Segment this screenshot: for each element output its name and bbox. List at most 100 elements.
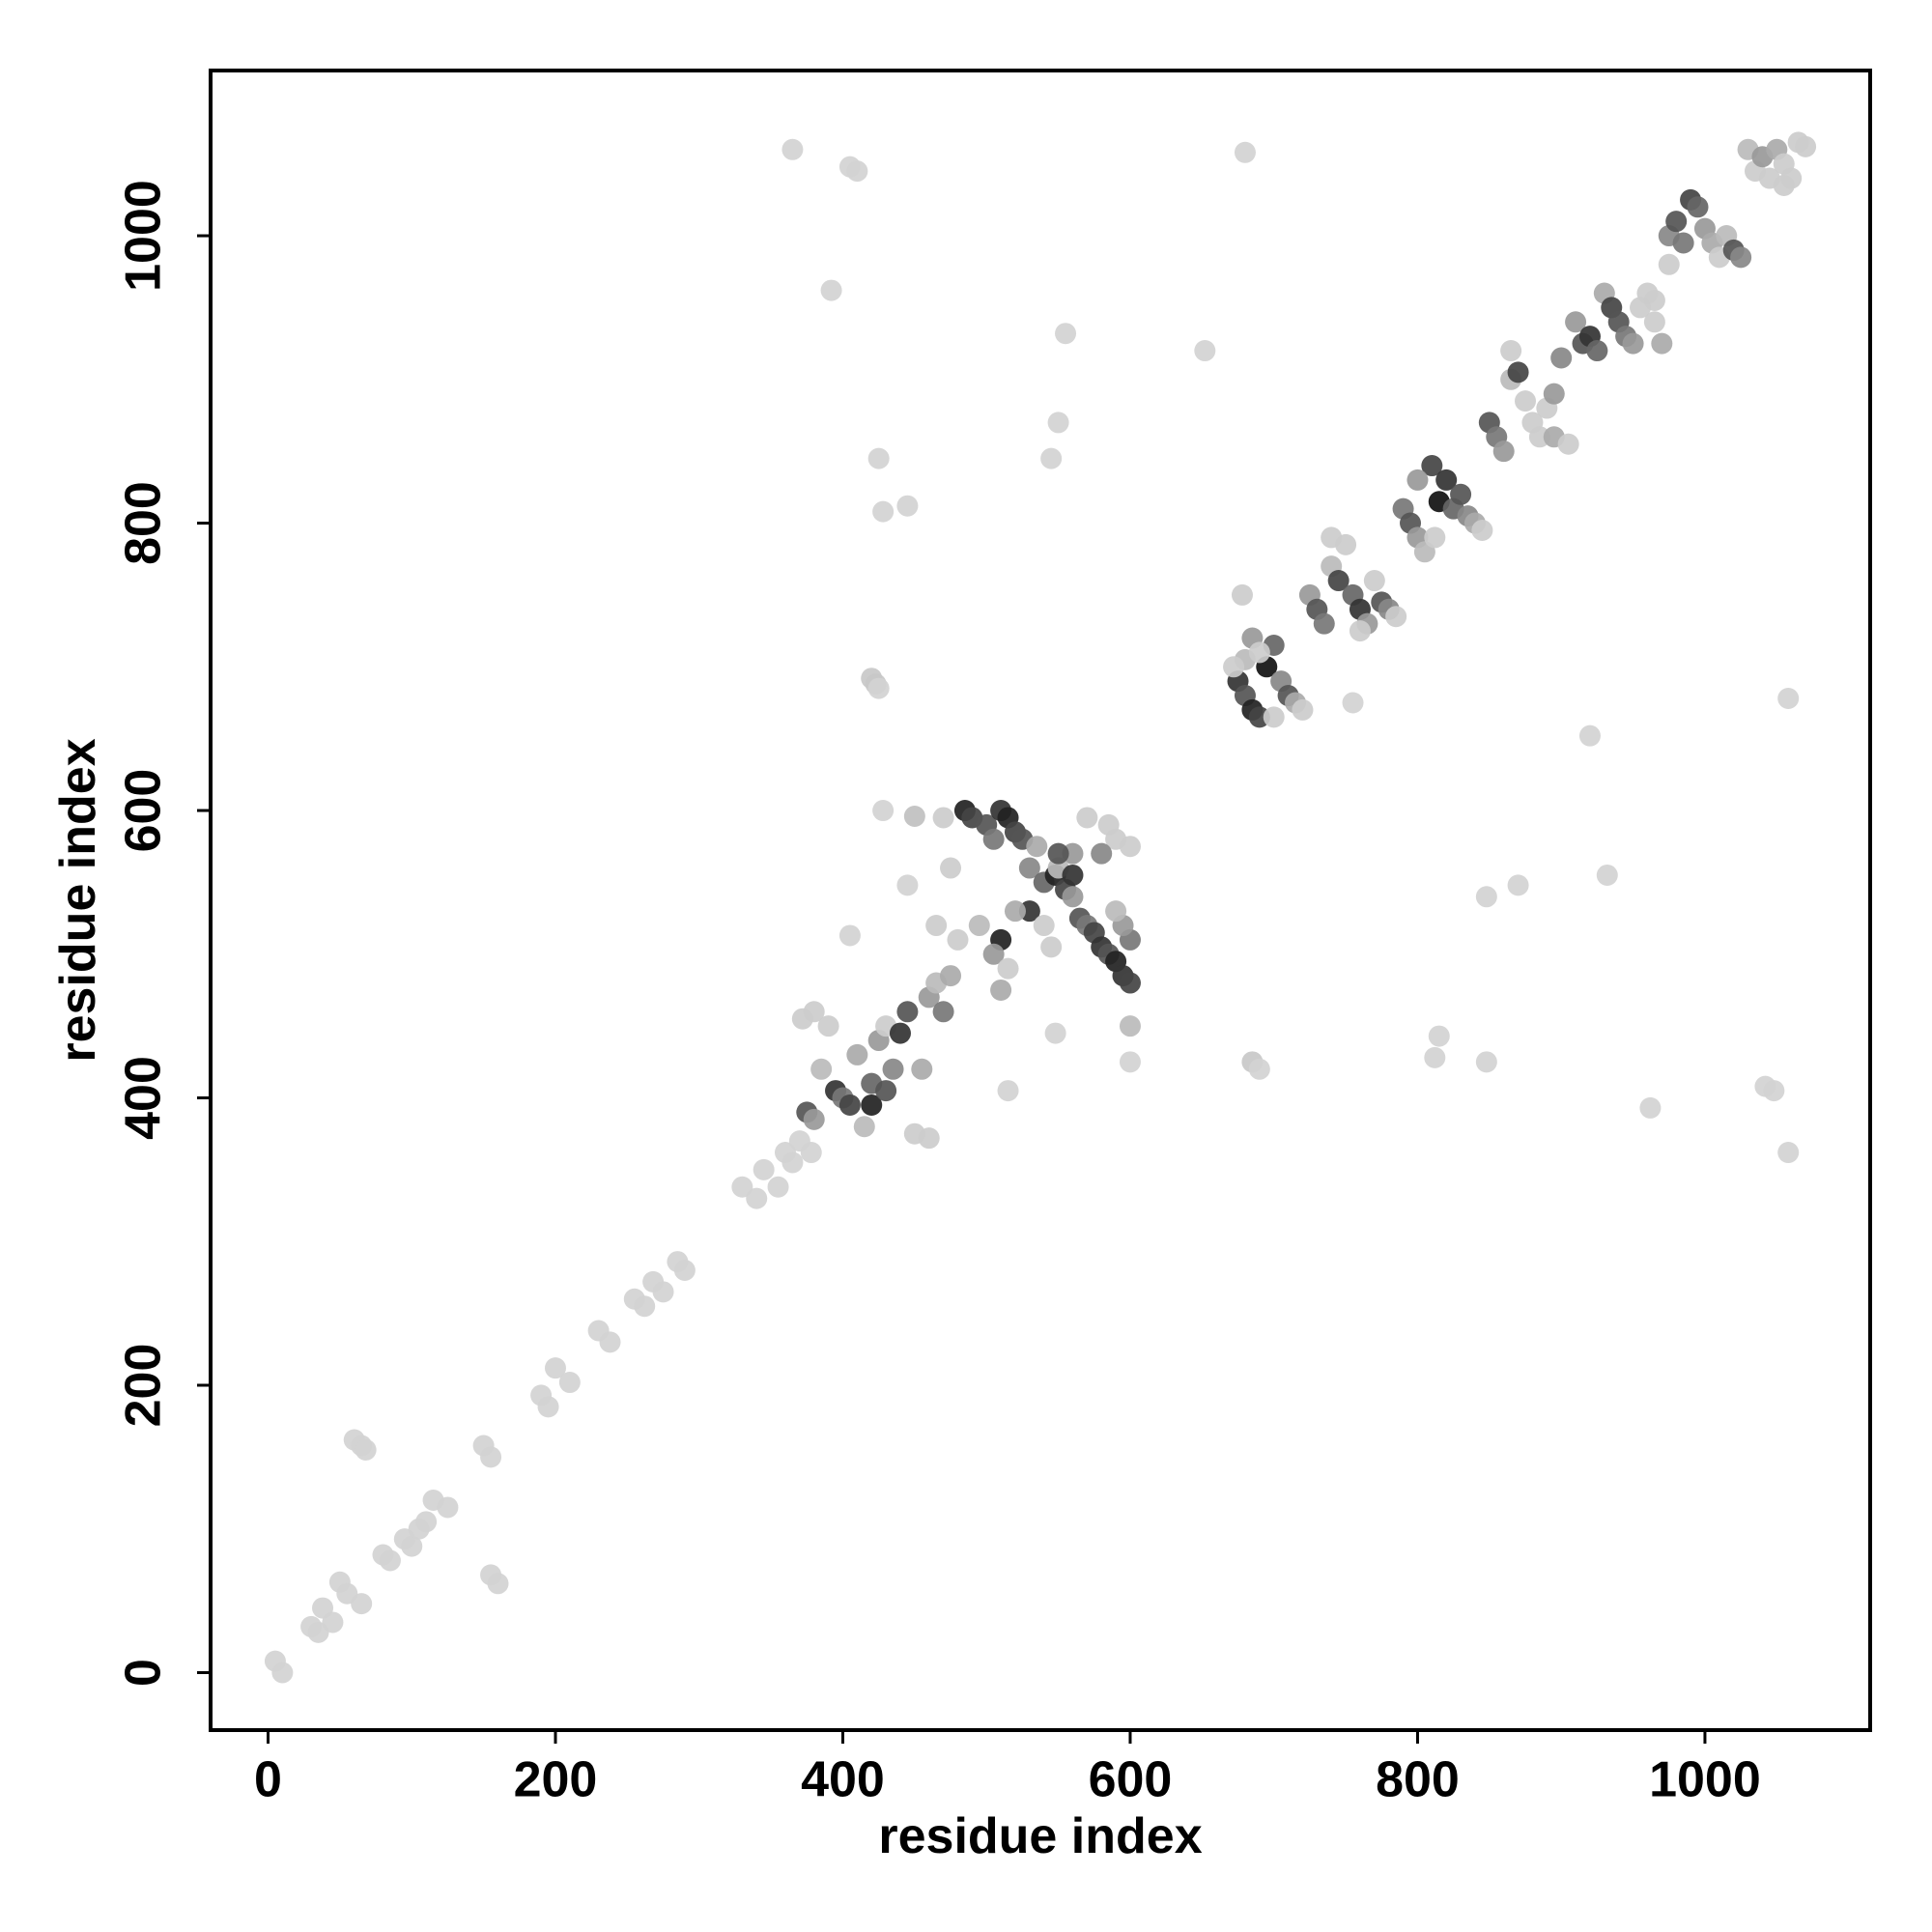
point [882, 1058, 904, 1080]
x-axis-title: residue index [878, 1808, 1202, 1864]
point [753, 1158, 775, 1180]
point [1055, 323, 1077, 345]
point [1658, 253, 1680, 275]
y-tick-label: 600 [116, 769, 172, 853]
point [1044, 1022, 1066, 1044]
point [379, 1549, 401, 1572]
point [803, 1001, 825, 1023]
point [781, 1151, 804, 1174]
point [990, 979, 1012, 1001]
point [1450, 483, 1472, 505]
point [810, 1058, 833, 1080]
point [1349, 620, 1371, 642]
point [889, 1022, 911, 1044]
point [781, 138, 804, 160]
point [1194, 340, 1216, 362]
point [1557, 433, 1579, 455]
point [731, 1176, 753, 1198]
point [932, 1001, 954, 1023]
point [1578, 724, 1601, 747]
point [1622, 332, 1644, 355]
point [1047, 412, 1069, 434]
y-tick-label: 200 [116, 1344, 172, 1428]
point [1231, 583, 1253, 606]
point [1730, 246, 1752, 269]
point [1500, 340, 1522, 362]
point [1119, 972, 1141, 994]
point [480, 1446, 502, 1468]
point [1424, 1046, 1446, 1068]
point [1672, 232, 1694, 254]
point [322, 1611, 344, 1634]
point [544, 1357, 566, 1379]
point [1062, 886, 1084, 908]
y-axis-title: residue index [50, 738, 106, 1062]
point [401, 1535, 423, 1557]
point [867, 447, 890, 469]
point [875, 1080, 897, 1102]
point [1406, 469, 1429, 491]
point [1234, 141, 1256, 163]
point [1435, 469, 1458, 491]
point [1105, 900, 1127, 923]
point [1263, 706, 1285, 728]
point [1777, 688, 1800, 710]
point [982, 943, 1005, 965]
point [1040, 936, 1063, 958]
point [1033, 915, 1055, 937]
x-tick-label: 800 [1376, 1752, 1460, 1808]
x-tick-label: 1000 [1649, 1752, 1761, 1808]
point [872, 800, 895, 822]
point [1475, 886, 1497, 908]
point [838, 924, 861, 947]
point [1018, 857, 1040, 879]
x-tick-label: 400 [801, 1752, 885, 1808]
point [853, 1116, 875, 1138]
x-tick-label: 0 [254, 1752, 282, 1808]
point [846, 1043, 868, 1065]
plot-frame [209, 69, 1872, 1732]
point [968, 915, 990, 937]
y-tick-label: 800 [116, 481, 172, 565]
point [903, 805, 925, 827]
x-tick-label: 600 [1089, 1752, 1173, 1808]
point [1026, 836, 1048, 858]
point [1507, 874, 1529, 896]
point [1321, 526, 1343, 549]
point [896, 874, 919, 896]
point [1773, 174, 1795, 196]
point [1492, 440, 1515, 463]
point [1047, 842, 1069, 865]
point [634, 1295, 656, 1318]
point [1543, 383, 1565, 405]
point [932, 807, 954, 829]
point [1076, 807, 1098, 829]
point [896, 495, 919, 517]
point [1040, 447, 1063, 469]
point [351, 1593, 373, 1615]
point [867, 677, 890, 699]
point [997, 1080, 1019, 1102]
point [1292, 698, 1314, 721]
point [800, 1142, 822, 1164]
point [1424, 526, 1446, 549]
point [1385, 606, 1407, 628]
point [271, 1662, 294, 1684]
point [1763, 1080, 1785, 1102]
point [817, 1015, 839, 1037]
x-tick-label: 200 [514, 1752, 598, 1808]
point [1342, 692, 1364, 714]
point [925, 915, 948, 937]
point [1248, 641, 1270, 664]
point [1565, 311, 1587, 333]
point [1313, 612, 1335, 635]
point [1248, 1058, 1270, 1080]
point [918, 1127, 940, 1150]
point [1421, 455, 1443, 477]
point [415, 1511, 438, 1533]
point [1639, 1096, 1662, 1119]
point [1665, 211, 1688, 233]
point [673, 1260, 696, 1282]
point [1062, 864, 1084, 886]
